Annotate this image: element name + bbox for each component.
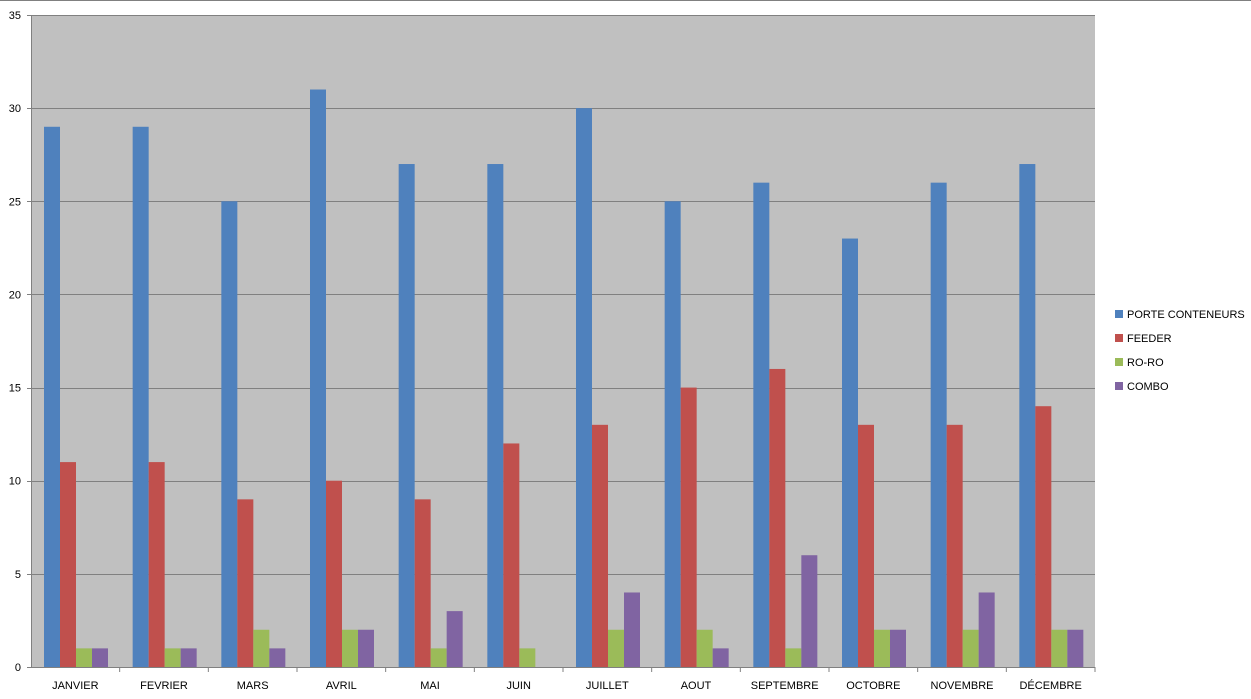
bar-feeder-janvier: [60, 462, 76, 667]
x-tick-label: SEPTEMBRE: [751, 680, 819, 692]
y-tick-label: 5: [15, 569, 21, 581]
bar-feeder-septembre: [769, 368, 786, 667]
x-tick-labels: JANVIER FEVRIER MARS AVRIL MAI JUIN JUILLET AOU…: [52, 679, 1082, 692]
x-tick-label: AVRIL: [326, 680, 357, 692]
legend-swatch: [1115, 310, 1123, 318]
legend-label: COMBO: [1127, 381, 1169, 393]
y-tick-label: 20: [9, 289, 21, 301]
bar-ro-ro-juin: [519, 648, 536, 667]
bar-ro-ro-fevrier: [164, 648, 181, 667]
bar-porte-conteneurs-juin: [487, 164, 504, 667]
x-tick-label: DÉCEMBRE: [1019, 679, 1081, 692]
x-tick-label: NOVEMBRE: [931, 680, 994, 692]
bar-ro-ro-avril: [342, 629, 358, 667]
bar-feeder-avril: [326, 480, 342, 667]
plot-area: [31, 15, 1095, 667]
bar-combo-novembre: [978, 592, 995, 667]
bar-porte-conteneurs-juillet: [576, 108, 592, 667]
x-tick-label: JUILLET: [586, 680, 629, 692]
bar-ro-ro-aout: [696, 629, 713, 667]
bar-combo-mars: [269, 648, 286, 667]
axes: [0, 0, 1251, 672]
bar-feeder-fevrier: [148, 462, 165, 667]
x-tick-label: MAI: [420, 680, 440, 692]
bar-feeder-juillet: [592, 424, 608, 667]
legend: PORTE CONTENEURS FEEDER RO-RO COMBO: [1115, 309, 1245, 393]
bar-combo-octobre: [890, 629, 906, 667]
bar-ro-ro-novembre: [962, 629, 979, 667]
y-tick-label: 10: [9, 476, 21, 488]
x-tick-label: OCTOBRE: [846, 680, 900, 692]
legend-label: PORTE CONTENEURS: [1127, 309, 1245, 321]
bar-ro-ro-octobre: [874, 629, 890, 667]
bar-feeder-mars: [237, 499, 254, 667]
bar-porte-conteneurs-avril: [310, 89, 326, 667]
y-tick-labels: 0 5 10 15 20 25 30 35: [9, 10, 21, 674]
bar-ro-ro-septembre: [785, 648, 802, 667]
legend-swatch: [1115, 358, 1123, 366]
legend-label: FEEDER: [1127, 333, 1172, 345]
legend-swatch: [1115, 334, 1123, 342]
bar-combo-fevrier: [180, 648, 197, 667]
x-tick-label: JANVIER: [52, 680, 99, 692]
y-tick-label: 30: [9, 103, 21, 115]
bar-porte-conteneurs-décembre: [1019, 164, 1036, 667]
y-tick-label: 15: [9, 383, 21, 395]
y-tick-label: 0: [15, 662, 21, 674]
bar-feeder-novembre: [946, 424, 963, 667]
legend-swatch: [1115, 382, 1123, 390]
bar-porte-conteneurs-mai: [398, 164, 415, 667]
bar-feeder-aout: [680, 387, 697, 667]
bar-combo-mai: [446, 611, 463, 667]
bar-feeder-décembre: [1035, 406, 1052, 667]
bar-porte-conteneurs-octobre: [842, 238, 858, 668]
x-tick-label: JUIN: [506, 680, 531, 692]
bar-porte-conteneurs-janvier: [44, 126, 60, 668]
bar-porte-conteneurs-mars: [221, 201, 238, 668]
x-tick-label: MARS: [237, 680, 269, 692]
bar-combo-juillet: [624, 592, 640, 667]
bar-feeder-juin: [503, 443, 520, 667]
legend-label: RO-RO: [1127, 357, 1164, 369]
bar-porte-conteneurs-aout: [664, 201, 681, 668]
bar-combo-janvier: [92, 648, 108, 667]
bar-combo-décembre: [1067, 629, 1084, 667]
x-tick-label: AOUT: [681, 680, 712, 692]
gridlines: [27, 15, 1095, 668]
bar-porte-conteneurs-fevrier: [132, 126, 149, 668]
bars: [44, 89, 1084, 668]
y-tick-label: 35: [9, 10, 21, 22]
bar-ro-ro-mars: [253, 629, 270, 667]
bar-combo-septembre: [801, 555, 818, 667]
bar-porte-conteneurs-septembre: [753, 182, 770, 667]
bar-ro-ro-décembre: [1051, 629, 1068, 667]
x-tick-label: FEVRIER: [140, 680, 188, 692]
bar-porte-conteneurs-novembre: [930, 182, 947, 667]
bar-ro-ro-janvier: [76, 648, 92, 667]
bar-ro-ro-juillet: [608, 629, 624, 667]
bar-combo-avril: [358, 629, 374, 667]
bar-combo-aout: [712, 648, 729, 667]
bar-ro-ro-mai: [430, 648, 447, 667]
bar-feeder-mai: [414, 499, 431, 667]
y-tick-label: 25: [9, 196, 21, 208]
bar-feeder-octobre: [858, 424, 874, 667]
